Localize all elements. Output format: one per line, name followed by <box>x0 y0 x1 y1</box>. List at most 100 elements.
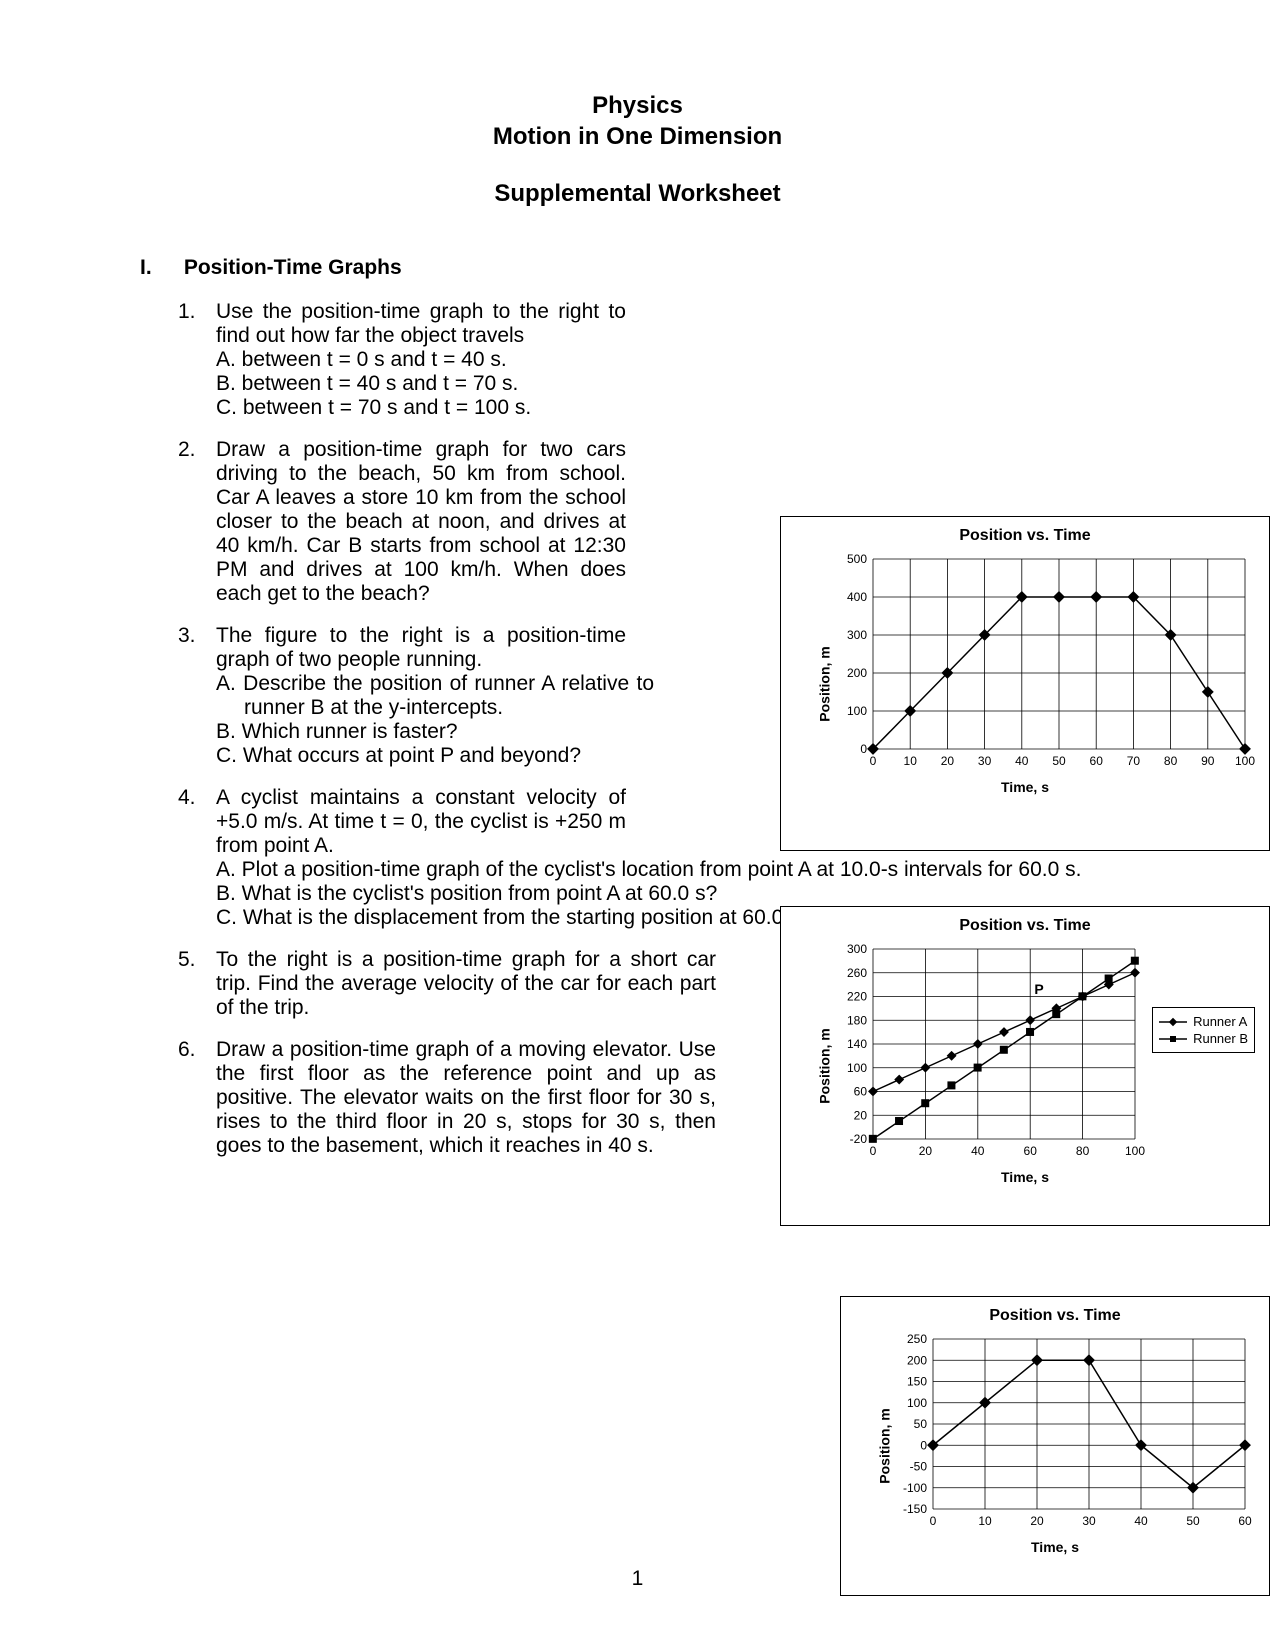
chart-2-xlabel: Time, s <box>795 1169 1255 1185</box>
question-number: 1. <box>178 300 216 420</box>
svg-text:90: 90 <box>1201 754 1215 768</box>
question-sub: A. Plot a position-time graph of the cyc… <box>216 858 1144 882</box>
svg-text:150: 150 <box>907 1375 927 1389</box>
section-heading: I. Position-Time Graphs <box>140 256 1135 280</box>
chart-3: Position vs. Time Position, m -150 -100 -5… <box>840 1296 1270 1596</box>
svg-text:40: 40 <box>1134 1514 1148 1528</box>
svg-text:100: 100 <box>1125 1144 1145 1158</box>
question-text: Draw a position-time graph for two cars … <box>216 438 626 606</box>
svg-text:0: 0 <box>860 742 867 756</box>
svg-text:400: 400 <box>847 590 867 604</box>
svg-text:0: 0 <box>930 1514 937 1528</box>
svg-text:20: 20 <box>941 754 955 768</box>
question-text: Use the position-time graph to the right… <box>216 300 626 348</box>
svg-text:60: 60 <box>1238 1514 1252 1528</box>
svg-text:100: 100 <box>847 704 867 718</box>
question-sub: B. What is the cyclist's position from p… <box>216 882 1144 906</box>
subtitle: Supplemental Worksheet <box>140 180 1135 208</box>
svg-text:0: 0 <box>920 1439 927 1453</box>
svg-text:40: 40 <box>971 1144 985 1158</box>
legend-item-a: Runner A <box>1159 1014 1248 1029</box>
title-line2: Motion in One Dimension <box>140 121 1135 152</box>
chart-2-title: Position vs. Time <box>795 917 1255 935</box>
svg-text:-20: -20 <box>850 1132 868 1146</box>
svg-text:250: 250 <box>907 1333 927 1346</box>
question-body: Use the position-time graph to the right… <box>216 300 1135 420</box>
chart-2-legend: Runner A Runner B <box>1152 1007 1255 1053</box>
svg-text:-50: -50 <box>910 1460 928 1474</box>
svg-text:300: 300 <box>847 628 867 642</box>
question-sub: B. between t = 40 s and t = 70 s. <box>216 372 654 396</box>
chart-3-title: Position vs. Time <box>855 1307 1255 1325</box>
svg-text:180: 180 <box>847 1014 867 1028</box>
svg-text:20: 20 <box>919 1144 933 1158</box>
question-text: The figure to the right is a position-ti… <box>216 624 626 672</box>
question: 1.Use the position-time graph to the rig… <box>178 300 1135 420</box>
svg-text:0: 0 <box>870 1144 877 1158</box>
chart-1-plot: 0 100 200 300 400 500 0 10 20 30 40 50 60 70 80 90 100 <box>825 553 1255 773</box>
chart-1-title: Position vs. Time <box>795 527 1255 545</box>
svg-text:30: 30 <box>978 754 992 768</box>
svg-text:10: 10 <box>904 754 918 768</box>
svg-text:200: 200 <box>907 1354 927 1368</box>
svg-text:70: 70 <box>1127 754 1141 768</box>
svg-text:60: 60 <box>854 1085 868 1099</box>
svg-text:10: 10 <box>978 1514 992 1528</box>
svg-text:20: 20 <box>1030 1514 1044 1528</box>
svg-text:30: 30 <box>1082 1514 1096 1528</box>
svg-text:260: 260 <box>847 966 867 980</box>
chart-3-xlabel: Time, s <box>855 1539 1255 1555</box>
chart-2: Position vs. Time Position, m -20 20 60 100… <box>780 906 1270 1226</box>
chart-3-ylabel: Position, m <box>877 1409 893 1484</box>
svg-text:60: 60 <box>1090 754 1104 768</box>
legend-item-b: Runner B <box>1159 1031 1248 1046</box>
chart-2-ylabel: Position, m <box>817 1029 833 1104</box>
content: I. Position-Time Graphs 1.Use the positi… <box>140 256 1135 1158</box>
svg-text:50: 50 <box>1186 1514 1200 1528</box>
title-line1: Physics <box>140 90 1135 121</box>
question-sub: A. between t = 0 s and t = 40 s. <box>216 348 654 372</box>
svg-text:40: 40 <box>1015 754 1029 768</box>
svg-text:100: 100 <box>907 1396 927 1410</box>
question-sub: A. Describe the position of runner A rel… <box>216 672 654 720</box>
section-title: Position-Time Graphs <box>184 256 402 279</box>
svg-text:60: 60 <box>1024 1144 1038 1158</box>
svg-text:100: 100 <box>1235 754 1255 768</box>
svg-text:140: 140 <box>847 1037 867 1051</box>
question-sub: C. between t = 70 s and t = 100 s. <box>216 396 654 420</box>
svg-text:20: 20 <box>854 1109 868 1123</box>
question-text: A cyclist maintains a constant velocity … <box>216 786 626 858</box>
svg-text:0: 0 <box>870 754 877 768</box>
svg-text:100: 100 <box>847 1061 867 1075</box>
question-number: 4. <box>178 786 216 930</box>
question-number: 6. <box>178 1038 216 1158</box>
question-number: 5. <box>178 948 216 1020</box>
question-text: To the right is a position-time graph fo… <box>216 948 716 1020</box>
question-sub: C. What occurs at point P and beyond? <box>216 744 654 768</box>
chart-3-plot: -150 -100 -50 0 50 100 150 200 250 0 10 20 30 40 50 60 <box>885 1333 1255 1533</box>
svg-text:50: 50 <box>1052 754 1066 768</box>
svg-text:80: 80 <box>1164 754 1178 768</box>
question-number: 3. <box>178 624 216 768</box>
svg-text:200: 200 <box>847 666 867 680</box>
svg-text:500: 500 <box>847 553 867 566</box>
page: Physics Motion in One Dimension Suppleme… <box>0 0 1275 1651</box>
question-text: Draw a position-time graph of a moving e… <box>216 1038 716 1158</box>
question-number: 2. <box>178 438 216 606</box>
chart-2-p-label: P <box>1034 981 1043 997</box>
chart-1-ylabel: Position, m <box>817 646 833 721</box>
svg-text:-100: -100 <box>903 1481 927 1495</box>
svg-text:220: 220 <box>847 990 867 1004</box>
svg-text:50: 50 <box>914 1417 928 1431</box>
page-number: 1 <box>0 1567 1275 1591</box>
svg-text:300: 300 <box>847 943 867 956</box>
section-roman: I. <box>140 256 178 280</box>
svg-text:80: 80 <box>1076 1144 1090 1158</box>
chart-1-xlabel: Time, s <box>795 779 1255 795</box>
legend-label-a: Runner A <box>1193 1014 1247 1029</box>
legend-label-b: Runner B <box>1193 1031 1248 1046</box>
svg-text:-150: -150 <box>903 1502 927 1516</box>
question-sub: B. Which runner is faster? <box>216 720 654 744</box>
chart-1: Position vs. Time Position, m 0100200300… <box>780 516 1270 851</box>
chart-2-plot: -20 20 60 100 140 180 220 260 300 0 20 40 60 80 100 <box>825 943 1145 1163</box>
